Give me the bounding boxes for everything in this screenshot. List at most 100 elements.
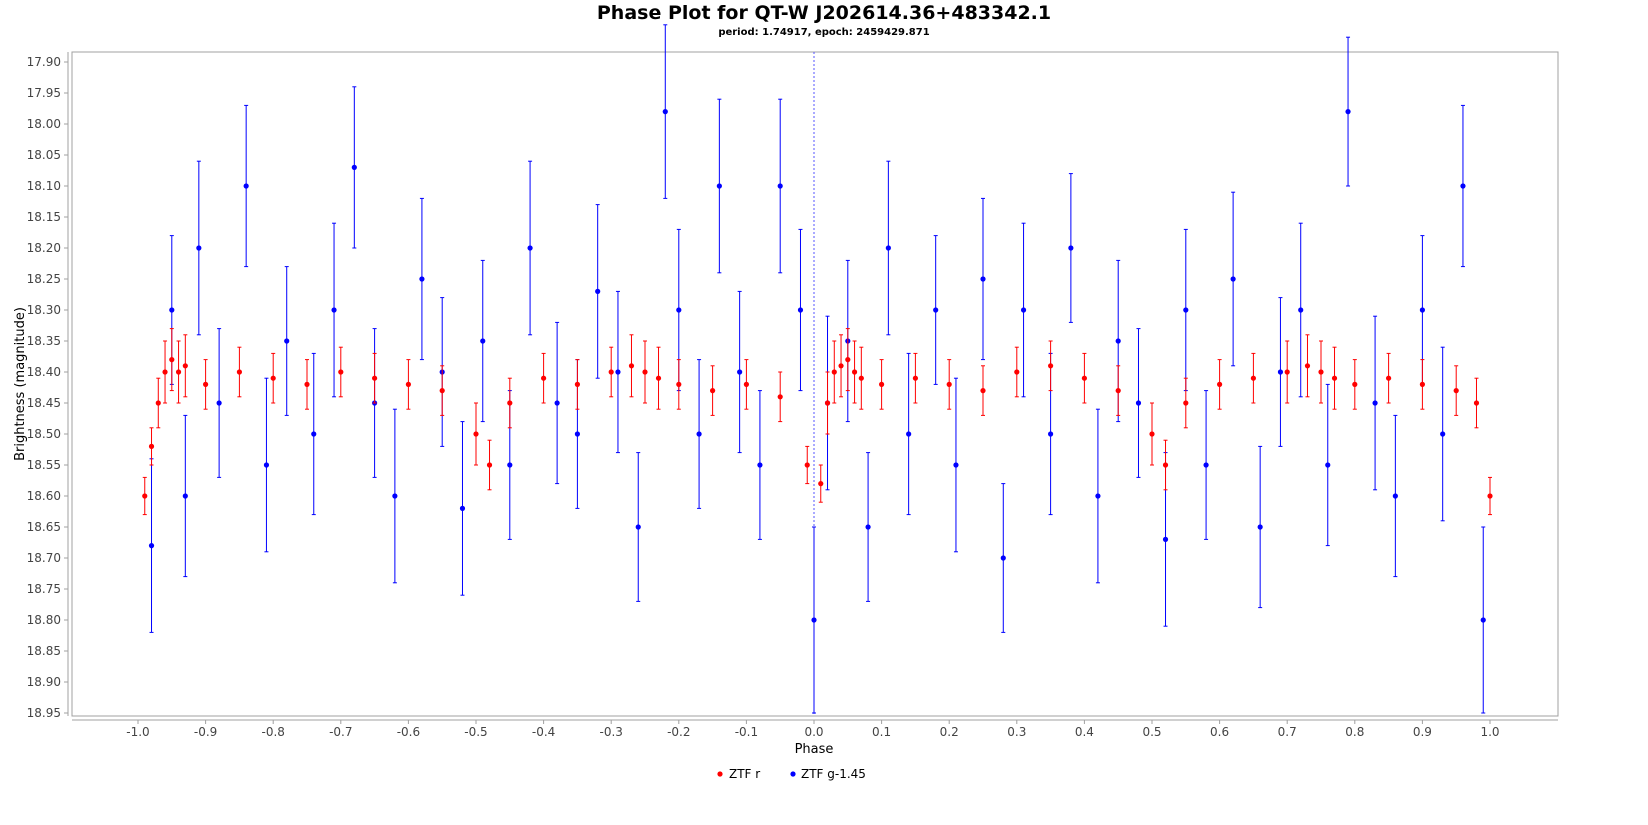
y-tick-label: 18.05 [27,148,61,162]
data-point [743,381,750,387]
data-point [1217,381,1223,387]
data-point [1048,363,1054,369]
data-point [1162,462,1169,468]
data-point [1386,375,1392,381]
data-point [155,400,161,406]
data-point [263,462,270,468]
data-point [845,357,851,363]
y-tick-label: 18.70 [27,551,61,565]
x-axis-label: Phase [795,742,834,757]
series-ztf-r [142,328,1493,516]
data-point [331,307,337,313]
data-point [574,381,581,387]
data-point [628,363,635,369]
data-point [372,375,378,381]
data-point [696,431,702,437]
data-point [1095,493,1101,499]
y-tick-label: 18.95 [27,706,61,720]
data-point [865,524,871,530]
y-tick-label: 18.90 [27,675,61,689]
y-tick-label: 18.85 [27,644,61,658]
data-point [1298,307,1304,313]
data-point [284,338,290,344]
legend-label-ztf-r: ZTF r [729,767,760,781]
data-point [953,462,959,468]
data-point [824,400,831,406]
series-layer [142,24,1493,714]
x-tick-label: 0.2 [940,725,959,739]
data-point [1257,524,1263,530]
data-point [480,338,486,344]
data-point [486,462,493,468]
data-point [655,375,662,381]
data-point [1453,388,1459,394]
data-point [710,388,716,394]
data-point [304,381,310,387]
data-point [405,381,411,387]
data-point [311,431,317,437]
data-point [1135,400,1142,406]
data-point [1081,375,1087,381]
data-point [1325,462,1331,468]
x-tick-label: -1.0 [126,725,149,739]
data-point [507,462,513,468]
data-point [439,388,445,394]
data-point [777,183,783,189]
data-point [148,443,155,449]
data-point [980,276,986,282]
data-point [351,164,357,170]
x-tick-label: -0.3 [599,725,622,739]
data-point [1183,307,1189,313]
data-point [574,431,581,437]
data-point [419,276,425,282]
data-point [662,109,668,115]
plot-area [71,51,1559,717]
data-point [182,363,188,369]
y-tick-label: 18.35 [27,334,61,348]
data-point [642,369,648,375]
y-tick-label: 18.60 [27,489,61,503]
data-point [1460,183,1466,189]
data-point [216,400,222,406]
data-point [1419,381,1425,387]
data-point [1318,369,1324,375]
y-tick-label: 18.50 [27,427,61,441]
data-point [1014,369,1020,375]
data-point [169,357,175,363]
data-point [1480,617,1486,623]
x-tick-label: 0.7 [1278,725,1297,739]
data-point [1115,338,1121,344]
x-tick-label: 0.6 [1210,725,1229,739]
data-point [1149,431,1155,437]
data-point [676,307,682,313]
data-point [811,617,817,623]
data-point [879,381,885,387]
data-point [818,481,824,487]
data-point [1115,388,1121,394]
x-tick-label: 1.0 [1480,725,1499,739]
data-point [595,288,601,294]
x-tick-label: -0.8 [261,725,284,739]
x-tick-label: -0.2 [667,725,690,739]
legend-label-ztf-g: ZTF g-1.45 [801,767,866,781]
data-point [1250,375,1256,381]
data-point [615,369,621,375]
data-point [270,375,276,381]
data-point [1440,431,1446,437]
data-point [933,307,939,313]
legend: ZTF r ZTF g-1.45 [717,767,866,781]
data-point [1284,369,1290,375]
data-point [676,381,682,387]
data-point [1277,369,1284,375]
y-tick-label: 18.30 [27,303,61,317]
data-point [797,307,804,313]
data-point [980,388,986,394]
data-point [182,493,188,499]
data-point [906,431,912,437]
data-point [338,369,344,375]
legend-marker-ztf-g [790,771,796,777]
data-point [1203,462,1209,468]
data-point [912,375,919,381]
data-point [169,307,175,313]
data-point [554,400,560,406]
